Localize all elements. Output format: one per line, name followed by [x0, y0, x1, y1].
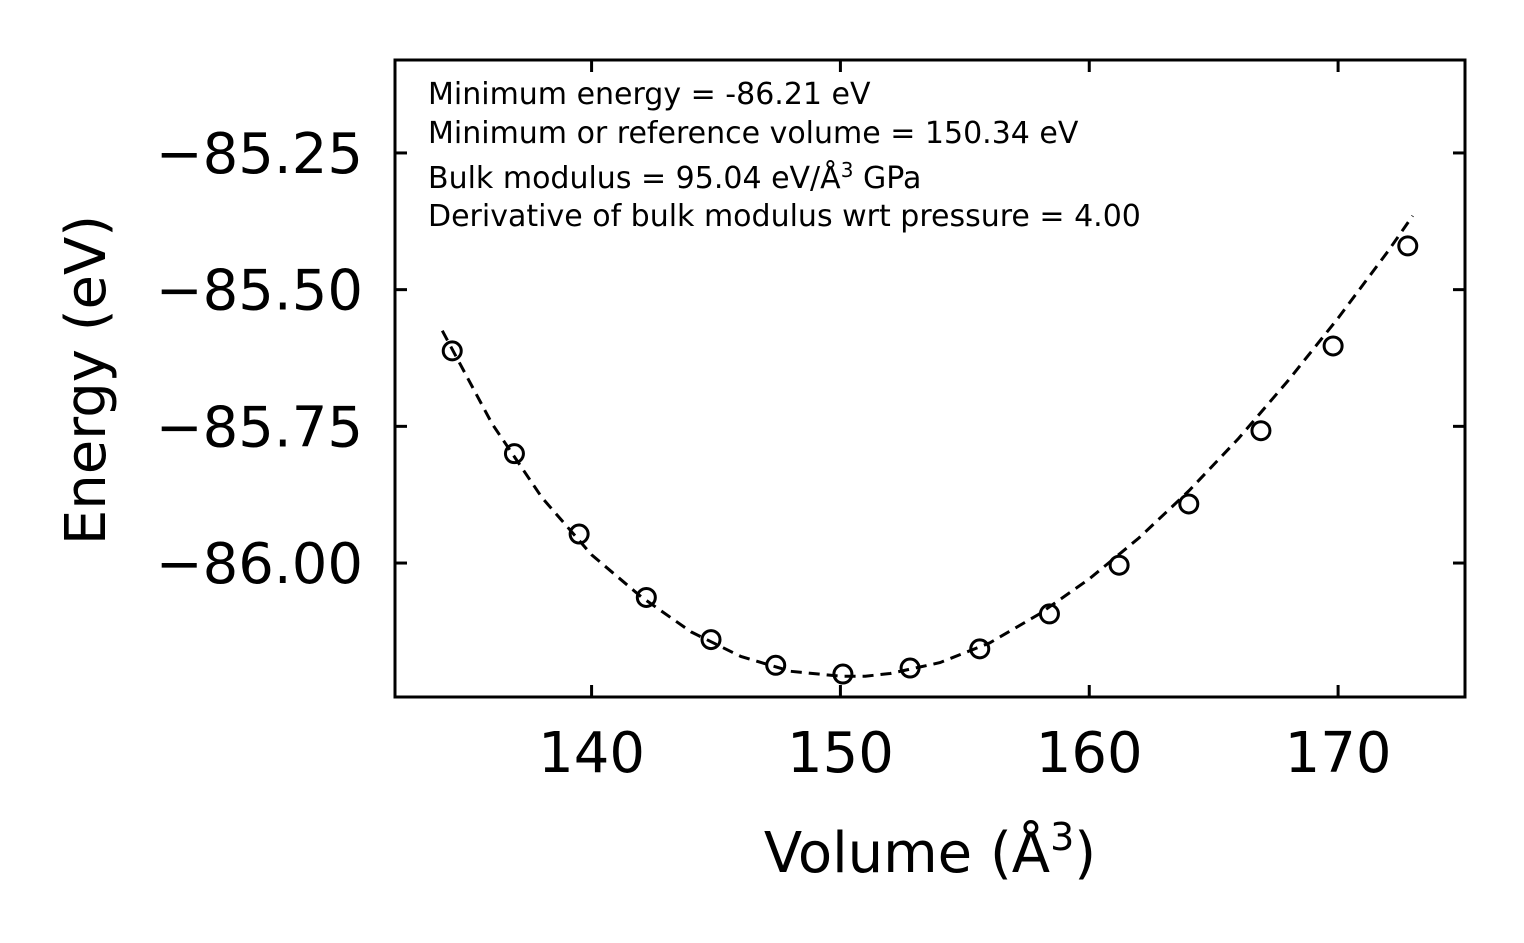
x-tick-label: 140 — [538, 721, 645, 786]
data-points — [441, 235, 1419, 685]
data-point — [832, 663, 854, 685]
x-axis-label-sup: 3 — [1050, 815, 1074, 859]
tick-marks — [395, 60, 1465, 697]
annotation-min-energy: Minimum energy = -86.21 eV — [428, 77, 871, 112]
data-point — [899, 657, 921, 679]
x-tick-label: 150 — [787, 721, 894, 786]
x-tick-label: 160 — [1036, 721, 1143, 786]
data-point — [1250, 420, 1272, 442]
data-point — [1397, 235, 1419, 257]
data-point — [765, 654, 787, 676]
data-point — [1178, 493, 1200, 515]
annotation-bulk-modulus-rest: GPa — [853, 161, 921, 196]
data-point — [1038, 603, 1060, 625]
y-tick-label: −85.25 — [156, 122, 363, 187]
x-axis-label: Volume (Å3) — [764, 815, 1096, 886]
data-point — [568, 523, 590, 545]
annotation-bulk-modulus-base: Bulk modulus = 95.04 eV/Å — [428, 160, 841, 196]
y-tick-labels: −85.25 −85.50 −85.75 −86.00 — [156, 122, 363, 597]
data-point — [635, 586, 657, 608]
y-tick-label: −86.00 — [156, 532, 363, 597]
annotation-ref-volume: Minimum or reference volume = 150.34 eV — [428, 116, 1079, 151]
x-axis-label-close: ) — [1074, 821, 1096, 886]
annotation-bulk-modulus-sup: 3 — [841, 158, 854, 182]
data-point — [441, 340, 463, 362]
data-point — [969, 638, 991, 660]
plot-frame — [393, 58, 1467, 699]
y-tick-label: −85.75 — [156, 395, 363, 460]
fit-curve — [440, 214, 1414, 678]
x-tick-label: 170 — [1285, 721, 1392, 786]
data-point — [700, 629, 722, 651]
data-point — [1108, 554, 1130, 576]
y-axis-label: Energy (eV) — [54, 215, 119, 545]
annotation-bulk-modulus: Bulk modulus = 95.04 eV/Å3 GPa — [428, 158, 921, 196]
data-point — [1322, 335, 1344, 357]
x-axis-label-base: Volume (Å — [764, 820, 1050, 886]
x-tick-labels: 140 150 160 170 — [538, 721, 1391, 786]
data-point — [503, 443, 525, 465]
y-tick-label: −85.50 — [156, 259, 363, 324]
annotation-bulk-derivative: Derivative of bulk modulus wrt pressure … — [428, 199, 1141, 234]
